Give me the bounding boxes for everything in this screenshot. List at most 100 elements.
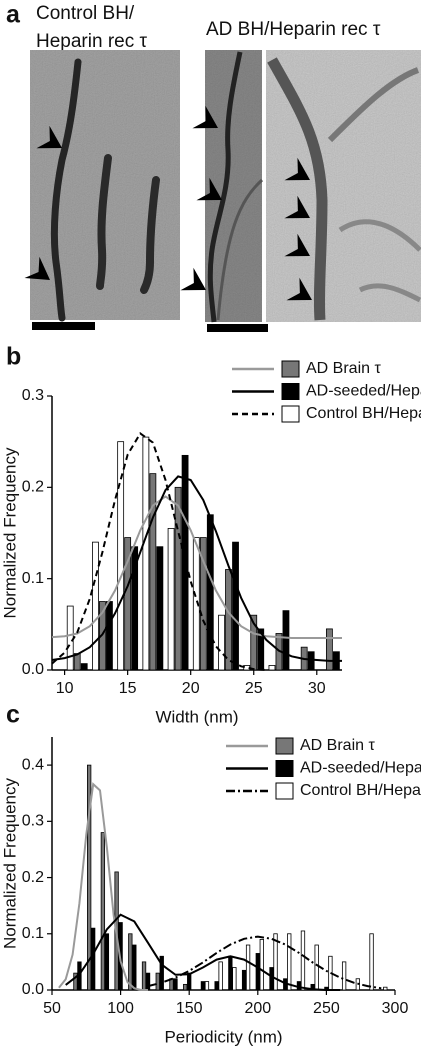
panel-title: Heparin rec τ (36, 31, 147, 52)
bar (100, 832, 106, 991)
legend-label: AD-seeded/Heparin rec τ (306, 383, 421, 400)
bar (218, 614, 225, 671)
bar (66, 605, 74, 671)
bar (183, 983, 188, 991)
bar (167, 528, 175, 671)
bar (232, 967, 237, 991)
legend-swatch (275, 760, 294, 777)
fit-curve (51, 431, 267, 671)
fit-curve (58, 782, 148, 991)
x-tick-label: 100 (107, 1000, 134, 1017)
legend-swatch (281, 383, 300, 400)
bar (325, 628, 333, 671)
legend-swatch (275, 737, 294, 755)
bar (300, 930, 306, 991)
x-tick-label: 200 (244, 1000, 271, 1017)
legend-label: Control BH/Heparin rec τ (306, 405, 421, 422)
bar (218, 961, 223, 991)
panel-title: AD BH/Heparin rec τ (206, 19, 381, 40)
bar (200, 981, 206, 991)
bar (287, 933, 292, 991)
bar (296, 981, 302, 991)
micrograph (180, 50, 268, 332)
x-tick-label: 50 (43, 1000, 61, 1017)
x-axis-title: Width (nm) (155, 707, 238, 726)
x-tick-label: 20 (182, 680, 200, 697)
micrograph (266, 50, 421, 322)
legend-swatch (275, 782, 294, 800)
panel-label: a (6, 1, 21, 29)
bar (117, 441, 125, 671)
x-tick-label: 15 (119, 680, 137, 697)
y-tick-label: 0.1 (22, 925, 44, 942)
bar (255, 953, 260, 991)
bar (106, 601, 113, 671)
bar (91, 927, 96, 991)
bar (87, 764, 92, 991)
bar (187, 972, 192, 991)
legend-label: AD Brain τ (306, 360, 381, 377)
micrograph (24, 50, 180, 330)
x-tick-label: 25 (245, 680, 263, 697)
y-tick-label: 0.3 (22, 813, 44, 830)
bar (149, 473, 157, 671)
x-tick-label: 30 (308, 680, 326, 697)
bar (173, 978, 178, 991)
bar (341, 961, 347, 991)
y-axis-title: Normalized Frequency (0, 777, 19, 949)
panel-label: c (6, 701, 20, 729)
bar (273, 933, 278, 991)
fit-curve (51, 475, 342, 662)
panel-label: b (6, 343, 21, 371)
bar (383, 986, 388, 991)
legend-label: AD Brain τ (300, 737, 375, 754)
y-tick-label: 0.0 (22, 981, 44, 998)
bar (73, 972, 78, 991)
bar (174, 486, 182, 671)
bar (204, 981, 210, 991)
legend-label: Control BH/Heparin rec τ (300, 782, 421, 799)
fit-curve (65, 913, 341, 991)
bar (132, 944, 137, 991)
y-axis-title: Normalized Frequency (0, 447, 19, 619)
bar (192, 537, 200, 671)
x-axis-title: Periodicity (nm) (164, 1027, 282, 1046)
bar (206, 514, 214, 671)
bar (307, 651, 315, 671)
bar (145, 972, 151, 991)
y-tick-label: 0.3 (22, 387, 44, 404)
bar (214, 981, 219, 991)
bar (92, 541, 99, 671)
fit-curve (147, 935, 382, 990)
bar (156, 546, 164, 671)
x-tick-label: 150 (176, 1000, 203, 1017)
legend-swatch (281, 405, 300, 423)
bar (141, 961, 147, 991)
y-tick-label: 0.0 (22, 661, 44, 678)
bar (80, 663, 88, 671)
bar (124, 537, 132, 671)
bar (282, 610, 290, 671)
bar (228, 955, 233, 991)
bar (241, 969, 247, 991)
bar (268, 665, 276, 671)
x-tick-label: 300 (382, 1000, 409, 1017)
bar (245, 944, 251, 991)
y-tick-label: 0.1 (22, 570, 44, 587)
y-tick-label: 0.2 (22, 479, 44, 496)
bar (104, 933, 110, 991)
bar (128, 933, 133, 991)
bar (225, 569, 232, 671)
panel-title: Control BH/ (36, 3, 135, 24)
legend-label: AD-seeded/Heparin rec τ (300, 760, 421, 777)
bar (269, 967, 274, 991)
bar (314, 944, 319, 991)
bar (199, 537, 207, 671)
bar (142, 436, 150, 671)
fit-curve (51, 495, 342, 639)
bar (155, 972, 160, 991)
x-tick-label: 250 (313, 1000, 340, 1017)
legend-swatch (281, 360, 300, 378)
y-tick-label: 0.4 (22, 756, 44, 773)
